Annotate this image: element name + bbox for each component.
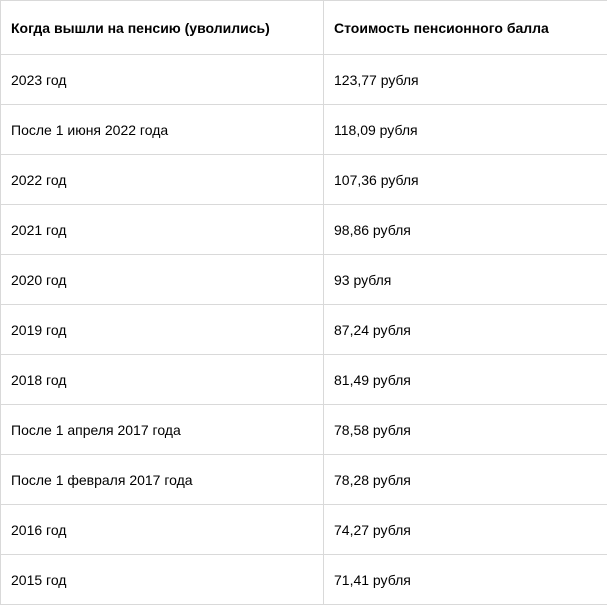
table-row: 2023 год 123,77 рубля [1,55,607,105]
cell-retirement-date: 2016 год [1,505,324,555]
cell-pension-value: 78,28 рубля [324,455,607,505]
cell-retirement-date: После 1 апреля 2017 года [1,405,324,455]
table-header-row: Когда вышли на пенсию (уволились) Стоимо… [1,1,607,55]
table-row: 2016 год 74,27 рубля [1,505,607,555]
cell-retirement-date: После 1 февраля 2017 года [1,455,324,505]
cell-pension-value: 81,49 рубля [324,355,607,405]
cell-retirement-date: 2019 год [1,305,324,355]
cell-pension-value: 87,24 рубля [324,305,607,355]
cell-retirement-date: 2015 год [1,555,324,605]
table-row: 2018 год 81,49 рубля [1,355,607,405]
cell-retirement-date: 2023 год [1,55,324,105]
cell-retirement-date: 2021 год [1,205,324,255]
cell-pension-value: 74,27 рубля [324,505,607,555]
table-row: После 1 февраля 2017 года 78,28 рубля [1,455,607,505]
table-row: 2020 год 93 рубля [1,255,607,305]
col-header-retirement-date: Когда вышли на пенсию (уволились) [1,1,324,55]
cell-pension-value: 98,86 рубля [324,205,607,255]
cell-pension-value: 107,36 рубля [324,155,607,205]
cell-pension-value: 118,09 рубля [324,105,607,155]
col-header-pension-point-value: Стоимость пенсионного балла [324,1,607,55]
cell-retirement-date: 2020 год [1,255,324,305]
table-row: 2019 год 87,24 рубля [1,305,607,355]
cell-pension-value: 93 рубля [324,255,607,305]
cell-retirement-date: 2018 год [1,355,324,405]
pension-value-table: Когда вышли на пенсию (уволились) Стоимо… [0,0,607,605]
cell-retirement-date: 2022 год [1,155,324,205]
table-row: 2021 год 98,86 рубля [1,205,607,255]
cell-retirement-date: После 1 июня 2022 года [1,105,324,155]
cell-pension-value: 78,58 рубля [324,405,607,455]
table-row: После 1 апреля 2017 года 78,58 рубля [1,405,607,455]
table-row: 2022 год 107,36 рубля [1,155,607,205]
cell-pension-value: 71,41 рубля [324,555,607,605]
table-row: После 1 июня 2022 года 118,09 рубля [1,105,607,155]
cell-pension-value: 123,77 рубля [324,55,607,105]
table-row: 2015 год 71,41 рубля [1,555,607,605]
